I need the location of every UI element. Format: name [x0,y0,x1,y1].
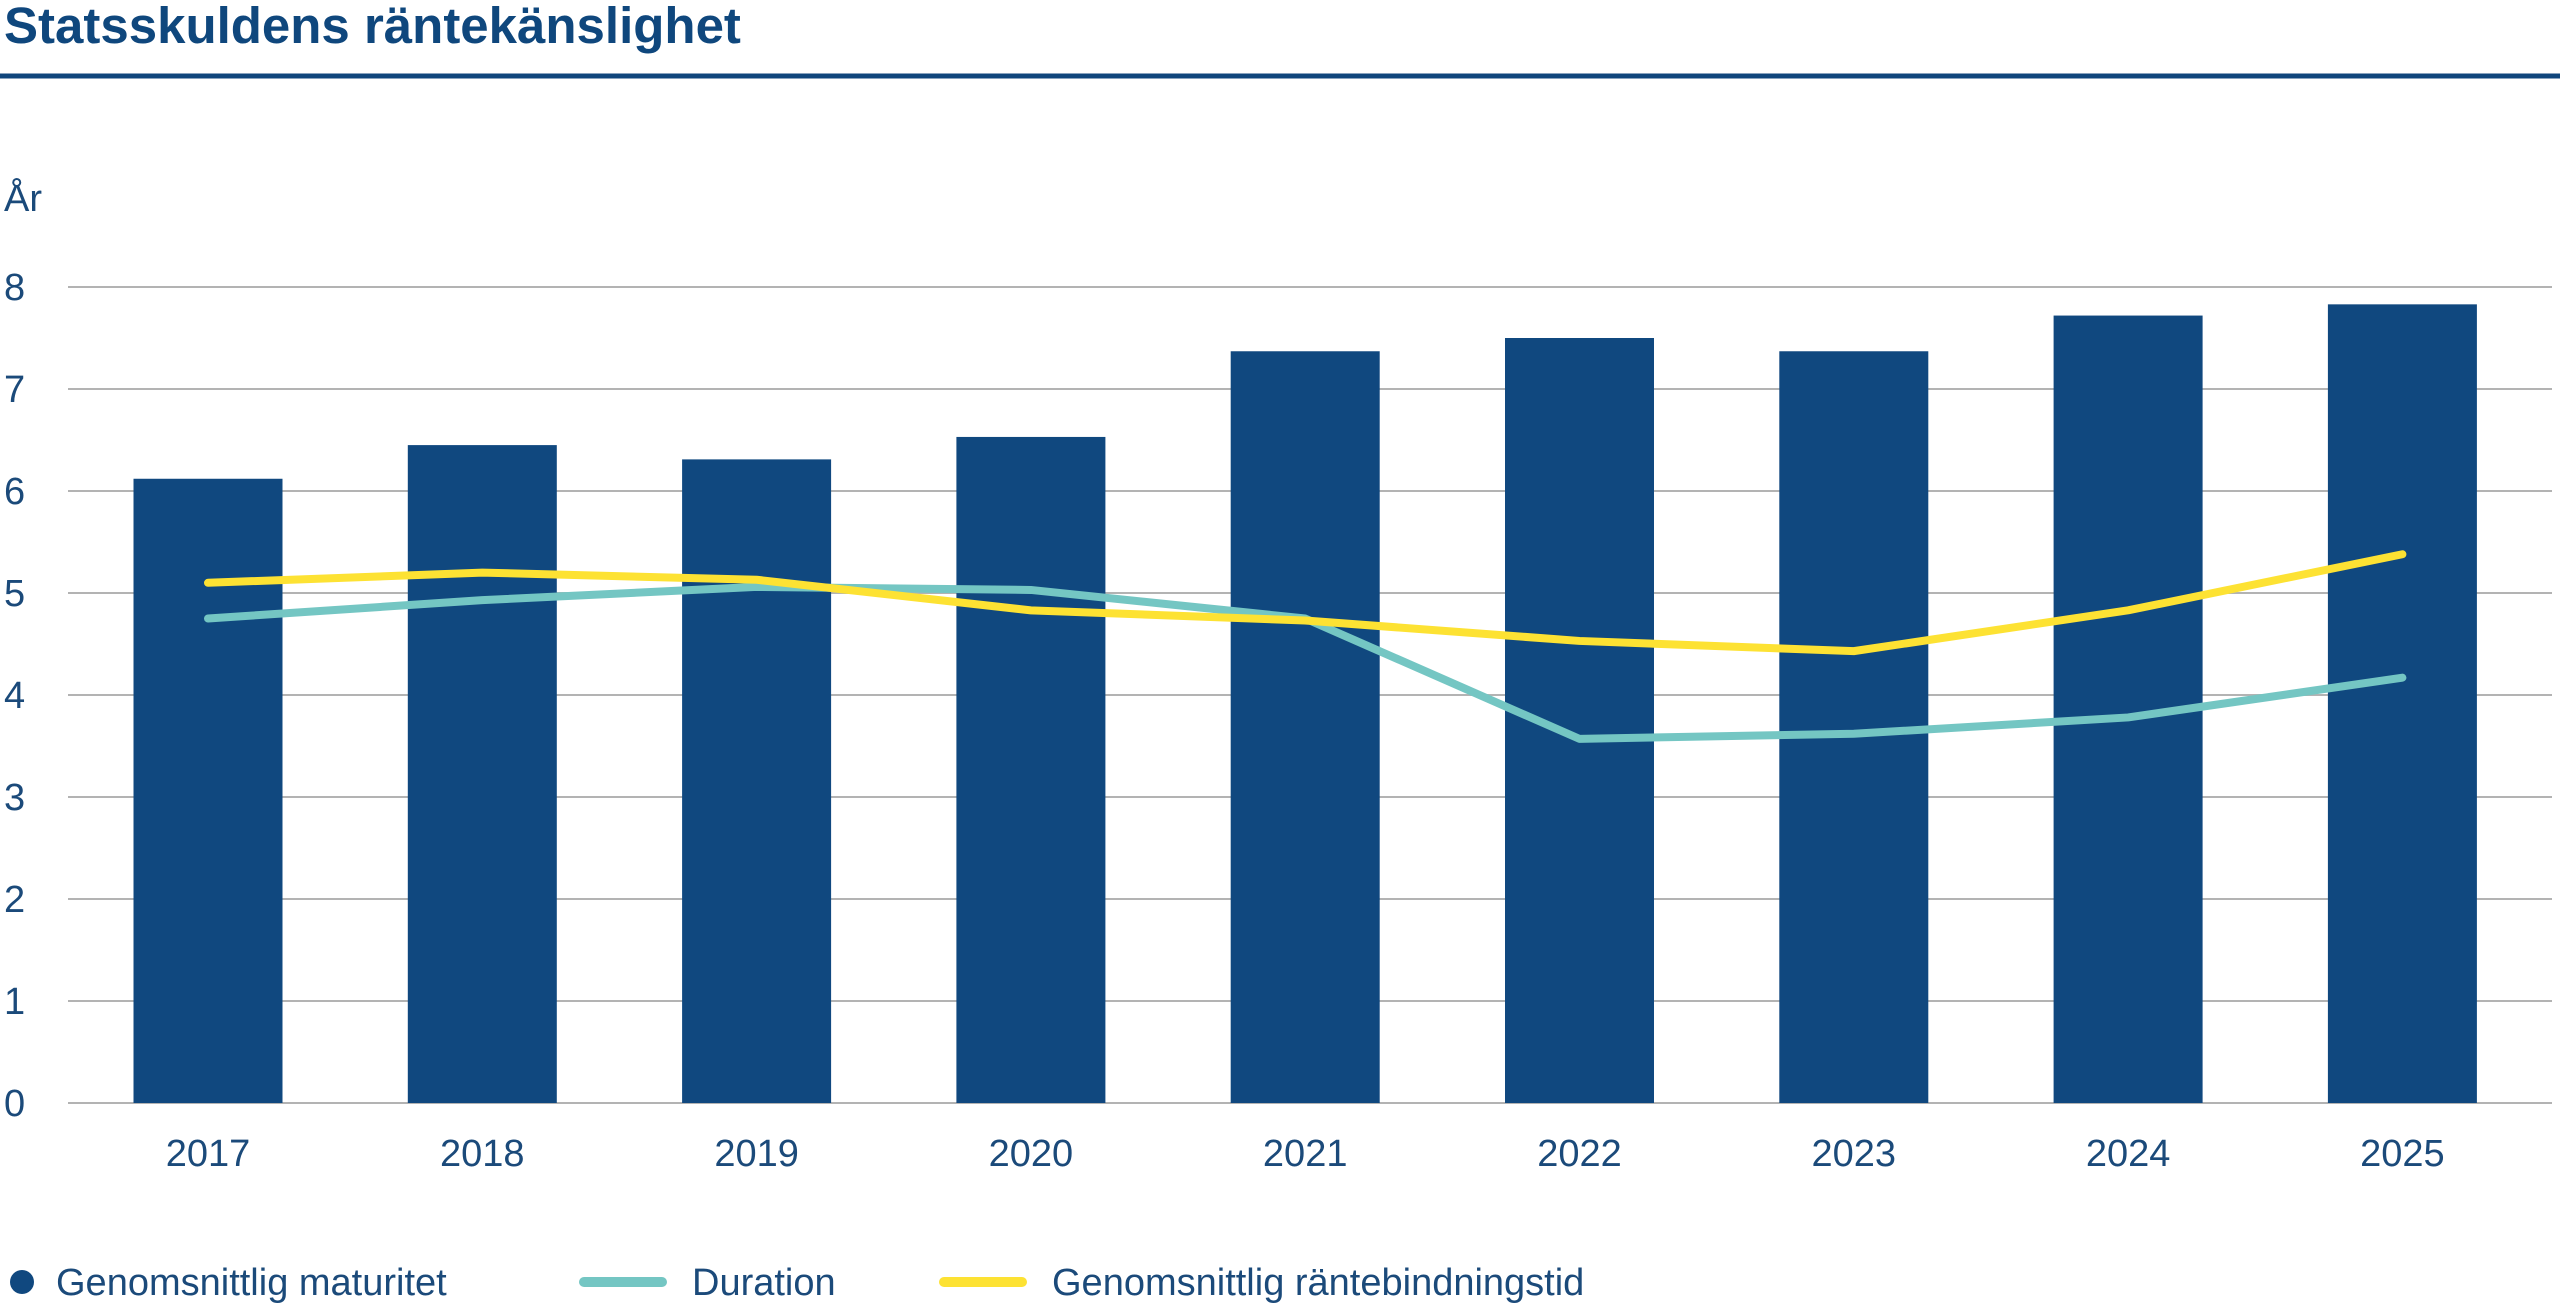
bar-2025 [2327,304,2477,1104]
x-tick-label: 2022 [1537,1133,1622,1175]
y-tick-label: 4 [4,675,25,717]
x-tick-label: 2021 [1263,1133,1348,1175]
x-tick-label: 2020 [989,1133,1074,1175]
x-tick-label: 2023 [1812,1133,1897,1175]
y-tick-label: 8 [4,267,25,309]
bar-2019 [682,459,832,1103]
y-tick-label: 2 [4,879,25,921]
y-tick-label: 5 [4,573,25,615]
bar-2018 [407,445,557,1104]
bar-2021 [1230,351,1380,1103]
rantebindningstid-line [204,550,2407,656]
legend-marker-maturitet [10,1270,34,1294]
y-tick-label: 3 [4,777,25,819]
x-ticks: 2017 2018 2019 2020 2021 2022 2023 2024 2025 [166,1133,2445,1175]
bar-2022 [1505,338,1654,1103]
legend-label-duration: Duration [692,1262,836,1304]
chart-title: Statsskuldens räntekänslighet [4,0,741,54]
y-axis-unit: År [4,176,42,220]
legend: Genomsnittlig maturitet Duration Genomsnit… [10,1262,1584,1304]
legend-label-maturitet: Genomsnittlig maturitet [56,1262,447,1304]
y-tick-label: 1 [4,981,25,1023]
y-ticks: 0 1 2 3 4 5 6 7 8 [4,267,25,1125]
bar-2020 [956,436,1106,1103]
legend-label-rantebindningstid: Genomsnittlig räntebindningstid [1052,1262,1584,1304]
x-tick-label: 2024 [2086,1133,2171,1175]
y-tick-label: 0 [4,1083,25,1125]
y-tick-label: 7 [4,369,25,411]
lines [204,550,2407,743]
x-tick-label: 2018 [440,1133,525,1175]
bars [133,304,2477,1104]
x-tick-label: 2019 [714,1133,799,1175]
x-tick-label: 2017 [166,1133,251,1175]
y-tick-label: 6 [4,471,25,513]
bar-2017 [133,478,283,1103]
x-tick-label: 2025 [2360,1133,2445,1175]
